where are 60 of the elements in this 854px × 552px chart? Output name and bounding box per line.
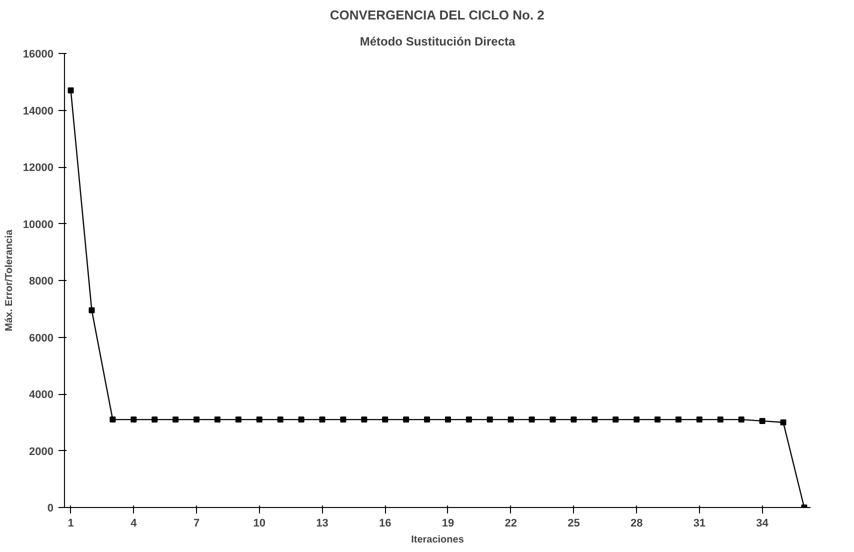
point <box>675 416 682 423</box>
y-tick-label: 8000 <box>29 276 54 288</box>
y-axis-title: Máx. Error/Tolerancia <box>4 229 15 332</box>
y-tick-label: 10000 <box>22 218 54 231</box>
point <box>403 416 410 423</box>
point <box>152 416 158 423</box>
point <box>340 416 346 423</box>
point <box>508 416 514 423</box>
point <box>444 416 451 423</box>
y-tick-label: 4000 <box>29 389 54 401</box>
point <box>528 416 535 423</box>
point <box>319 416 326 423</box>
point <box>592 416 598 423</box>
point <box>130 416 137 423</box>
point <box>759 418 766 424</box>
point <box>382 416 388 423</box>
chart-title: CONVERGENCIA DEL CICLO No. 2 <box>330 8 544 22</box>
x-tick-label: 19 <box>442 518 454 530</box>
y-tick-label: 6000 <box>29 332 54 344</box>
point <box>612 416 619 423</box>
x-tick-label: 13 <box>316 518 328 530</box>
point <box>550 416 556 423</box>
point <box>88 307 95 314</box>
x-tick-label: 1 <box>68 518 74 530</box>
point <box>256 416 262 423</box>
point <box>214 416 220 423</box>
point <box>424 416 430 423</box>
point <box>194 416 200 423</box>
y-tick-label: 2000 <box>29 446 54 458</box>
point <box>68 87 74 94</box>
point <box>738 416 744 423</box>
y-tick-label: 0 <box>47 502 54 514</box>
x-tick-label: 34 <box>756 518 770 530</box>
point <box>654 416 661 423</box>
x-tick-label: 10 <box>253 518 266 530</box>
point <box>634 416 640 423</box>
y-tick-label: 12000 <box>22 162 54 174</box>
point <box>110 416 116 423</box>
point <box>570 416 577 423</box>
y-tick-label: 14000 <box>22 105 54 118</box>
point <box>717 416 724 423</box>
x-tick-label: 28 <box>630 518 643 530</box>
y-tick-label: 16000 <box>22 48 54 60</box>
point <box>277 416 284 423</box>
point <box>235 416 242 423</box>
point <box>298 416 304 423</box>
point <box>780 419 786 426</box>
x-tick-label: 7 <box>193 518 200 530</box>
x-axis-title: Iteraciones <box>411 534 464 546</box>
x-tick-label: 25 <box>568 518 580 530</box>
x-tick-label: 4 <box>130 518 138 530</box>
x-tick-label: 22 <box>504 518 517 530</box>
point <box>361 416 368 423</box>
x-tick-label: 31 <box>693 518 706 530</box>
point <box>696 416 702 423</box>
x-tick-label: 16 <box>378 518 392 530</box>
point <box>486 416 493 423</box>
chart-subtitle: Método Sustitución Directa <box>360 34 516 48</box>
point <box>172 416 179 423</box>
point <box>466 416 472 423</box>
